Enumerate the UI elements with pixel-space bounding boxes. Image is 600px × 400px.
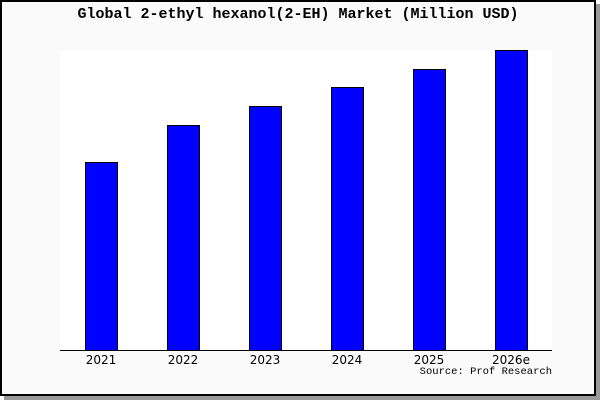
bar [84,162,118,350]
x-tick-label: 2026e [492,353,530,367]
bar-slot [470,50,552,350]
chart-title: Global 2-ethyl hexanol(2-EH) Market (Mil… [77,6,519,23]
source-credit: Source: Prof Research [419,366,552,378]
x-tick-label: 2025 [413,353,445,367]
bar-slot [224,50,306,350]
bar [166,125,200,350]
x-tick-label: 2024 [331,353,363,367]
x-tick-label: 2023 [249,353,281,367]
bar [412,69,446,350]
bar [330,87,364,350]
bar [248,106,282,350]
plot-area [60,50,552,351]
x-axis-labels: 2021 2022 2023 2024 2025 2026e [60,353,552,367]
bar-slot [142,50,224,350]
x-tick-label: 2021 [85,353,117,367]
bar-slot [60,50,142,350]
bar-slot [388,50,470,350]
bar [494,50,528,350]
x-tick-label: 2022 [167,353,199,367]
bar-slot [306,50,388,350]
